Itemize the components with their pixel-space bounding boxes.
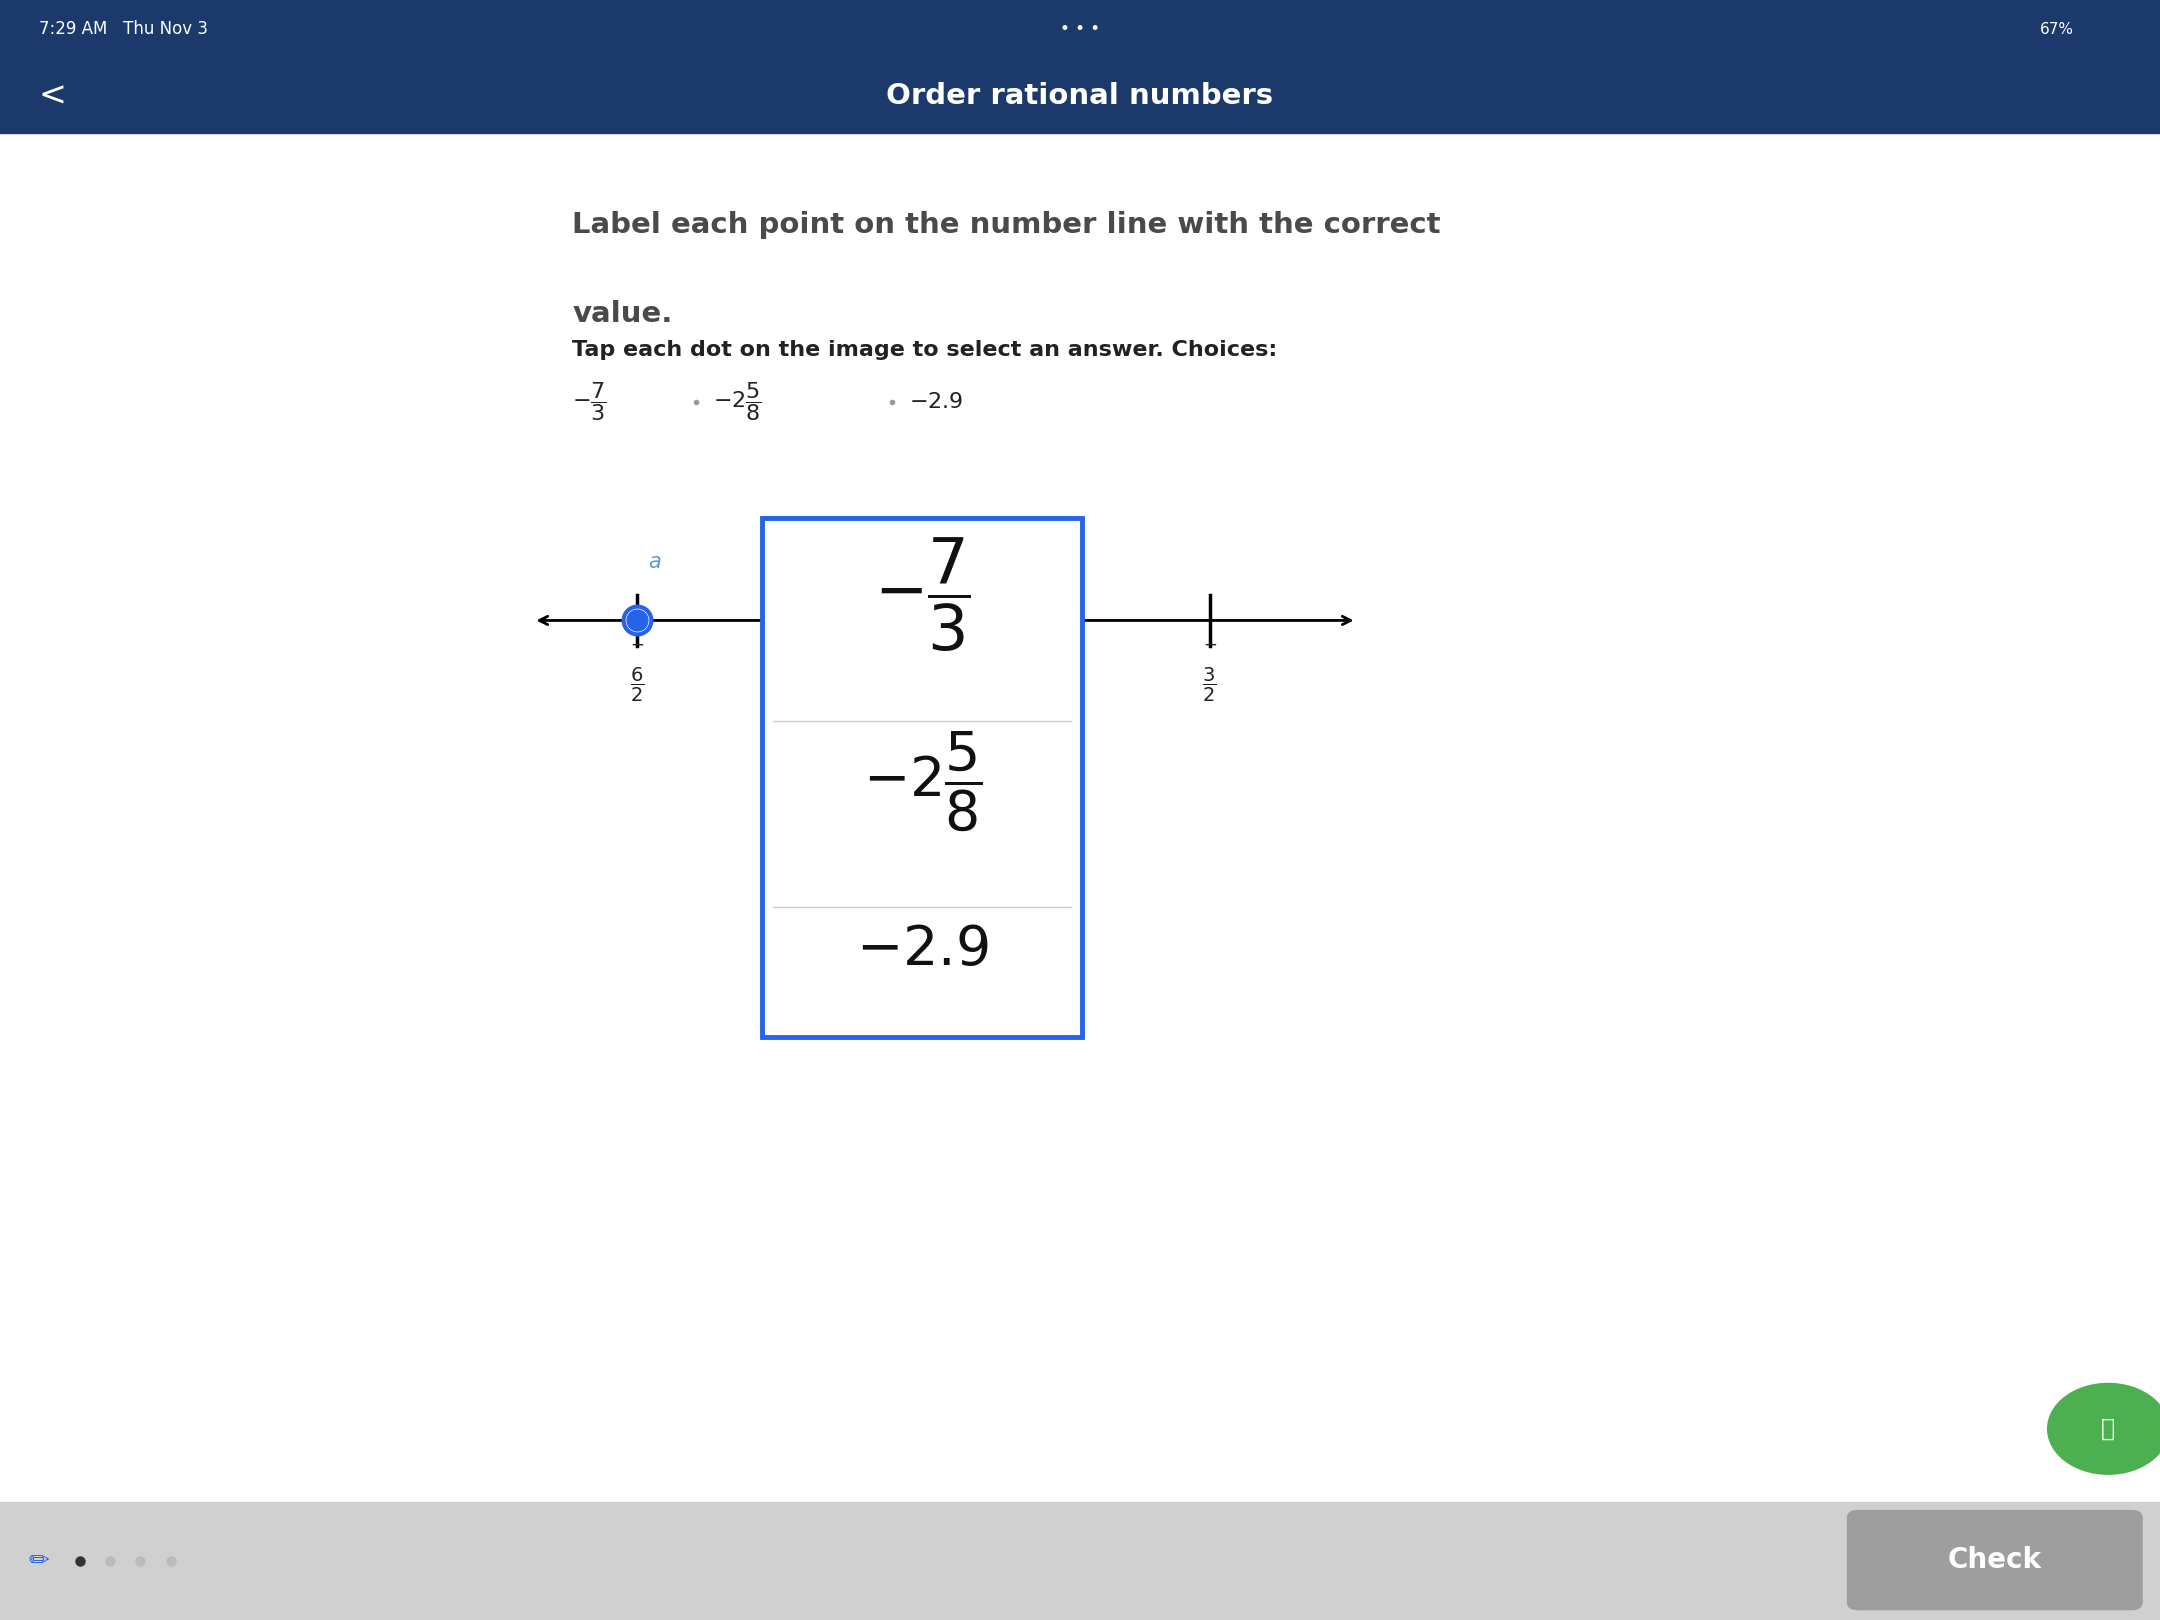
Text: <: < bbox=[39, 79, 67, 112]
Text: $-$: $-$ bbox=[1203, 635, 1216, 653]
Text: $-2\dfrac{5}{8}$: $-2\dfrac{5}{8}$ bbox=[713, 381, 762, 423]
Text: $-$: $-$ bbox=[631, 635, 644, 653]
Text: Order rational numbers: Order rational numbers bbox=[886, 81, 1274, 110]
Text: a: a bbox=[648, 552, 661, 572]
Text: ✏: ✏ bbox=[28, 1549, 50, 1573]
Text: 67%: 67% bbox=[2039, 21, 2074, 37]
Bar bbox=[0, 1502, 2160, 1620]
Text: $-2\dfrac{5}{8}$: $-2\dfrac{5}{8}$ bbox=[862, 729, 983, 833]
Bar bbox=[762, 518, 1082, 1037]
Bar bbox=[0, 58, 2160, 133]
Circle shape bbox=[2048, 1383, 2160, 1474]
Text: Tap each dot on the image to select an answer. Choices:: Tap each dot on the image to select an a… bbox=[572, 340, 1279, 360]
Text: $-2.9$: $-2.9$ bbox=[909, 392, 963, 411]
Text: $-\dfrac{7}{3}$: $-\dfrac{7}{3}$ bbox=[572, 381, 607, 423]
Text: • • •: • • • bbox=[1061, 19, 1099, 39]
Text: $\dfrac{3}{2}$: $\dfrac{3}{2}$ bbox=[1203, 666, 1216, 705]
Text: 💡: 💡 bbox=[2102, 1418, 2115, 1440]
Text: value.: value. bbox=[572, 300, 672, 327]
Text: Check: Check bbox=[1948, 1545, 2041, 1575]
Text: $-\dfrac{7}{3}$: $-\dfrac{7}{3}$ bbox=[875, 535, 970, 653]
Text: $\dfrac{6}{2}$: $\dfrac{6}{2}$ bbox=[631, 666, 644, 705]
FancyBboxPatch shape bbox=[1847, 1510, 2143, 1610]
Text: 7:29 AM   Thu Nov 3: 7:29 AM Thu Nov 3 bbox=[39, 19, 207, 39]
Text: $\dfrac{4}{2}$: $\dfrac{4}{2}$ bbox=[991, 666, 1004, 705]
Text: $-2.9$: $-2.9$ bbox=[855, 923, 989, 977]
Text: $-$: $-$ bbox=[991, 635, 1004, 653]
Text: Label each point on the number line with the correct: Label each point on the number line with… bbox=[572, 211, 1441, 238]
Bar bbox=[0, 0, 2160, 58]
